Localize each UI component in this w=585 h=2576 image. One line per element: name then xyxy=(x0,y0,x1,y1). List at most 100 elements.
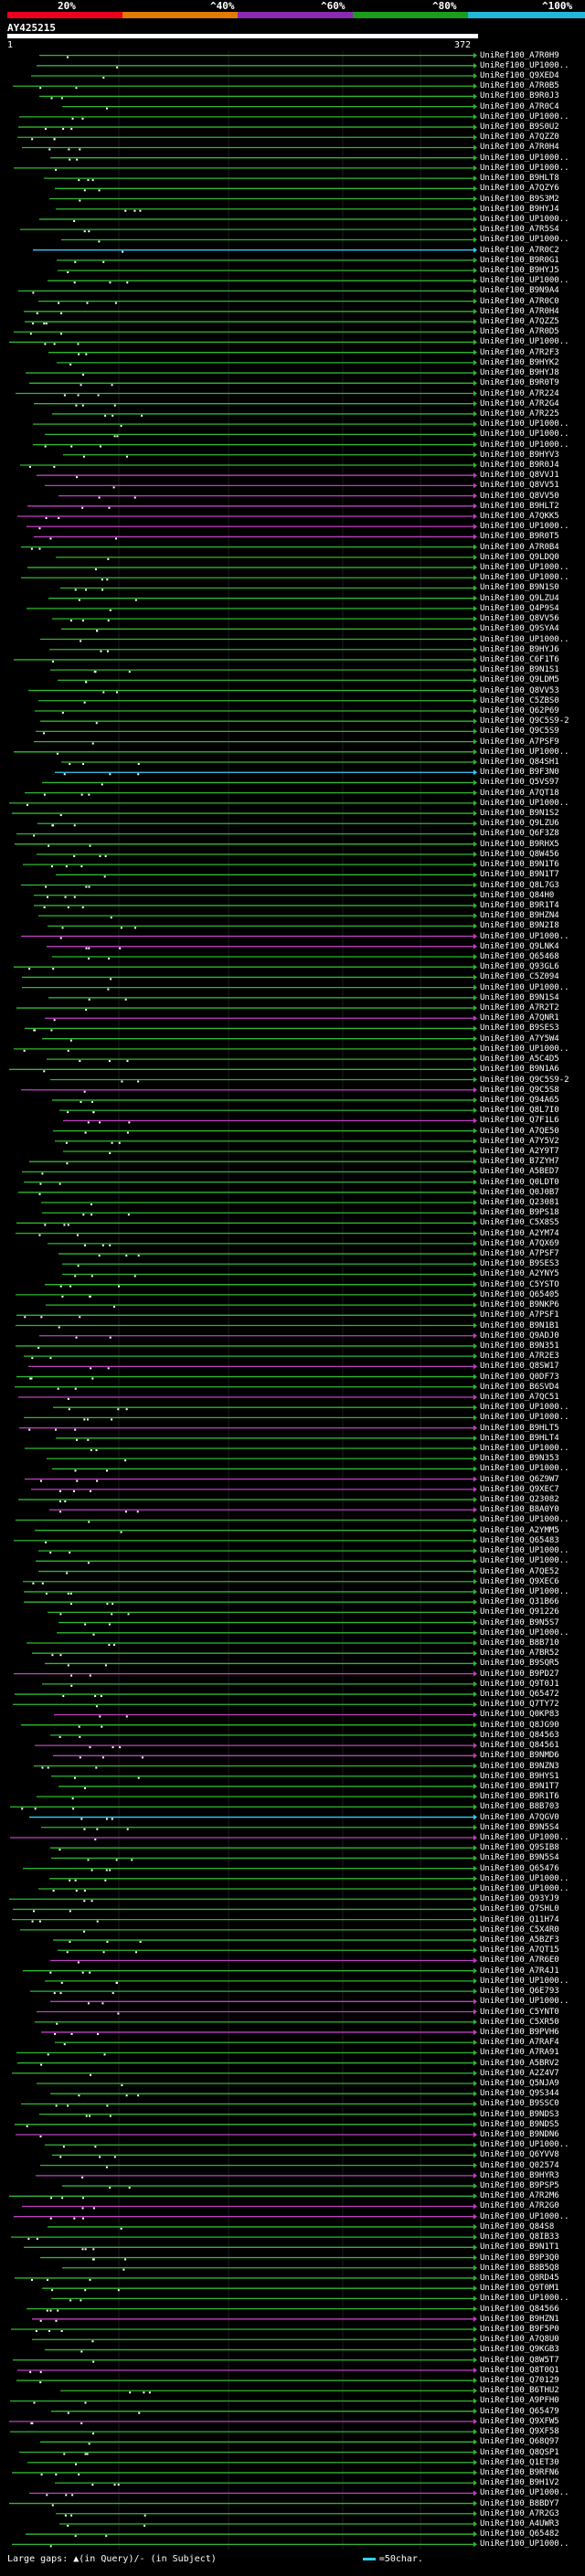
hit-label[interactable]: UniRef100_B9PVH6 xyxy=(480,2027,559,2037)
hit-label[interactable]: UniRef100_A7Y5W4 xyxy=(480,1034,559,1044)
hit-label[interactable]: UniRef100_B9N1S0 xyxy=(480,583,559,593)
hit-label[interactable]: UniRef100_UP1000.. xyxy=(480,1873,569,1883)
hit-label[interactable]: UniRef100_B9N1T1 xyxy=(480,2242,559,2253)
hit-label[interactable]: UniRef100_A2YMM5 xyxy=(480,1525,559,1535)
hit-label[interactable]: UniRef100_A7R0H4 xyxy=(480,143,559,153)
hit-label[interactable]: UniRef100_C5XR50 xyxy=(480,2017,559,2027)
hit-label[interactable]: UniRef100_B9HYR3 xyxy=(480,2170,559,2180)
hit-label[interactable]: UniRef100_Q7F1L6 xyxy=(480,1116,559,1126)
hit-label[interactable]: UniRef100_Q9ADJ0 xyxy=(480,1330,559,1341)
hit-label[interactable]: UniRef100_A2YNY5 xyxy=(480,1269,559,1279)
hit-label[interactable]: UniRef100_B9N1T6 xyxy=(480,860,559,870)
hit-label[interactable]: UniRef100_UP1000.. xyxy=(480,522,569,532)
hit-label[interactable]: UniRef100_Q9T0M1 xyxy=(480,2284,559,2294)
hit-label[interactable]: UniRef100_B9N5S7 xyxy=(480,1617,559,1627)
hit-label[interactable]: UniRef100_Q8QSP1 xyxy=(480,2447,559,2457)
hit-label[interactable]: UniRef100_Q9LZU4 xyxy=(480,593,559,603)
hit-label[interactable]: UniRef100_A7R0C0 xyxy=(480,296,559,306)
hit-label[interactable]: UniRef100_Q9S344 xyxy=(480,2089,559,2099)
hit-label[interactable]: UniRef100_A7R0H9 xyxy=(480,50,559,60)
hit-label[interactable]: UniRef100_A5BRV2 xyxy=(480,2058,559,2068)
hit-label[interactable]: UniRef100_B9P3Q0 xyxy=(480,2253,559,2263)
hit-label[interactable]: UniRef100_B9S3M2 xyxy=(480,194,559,204)
hit-label[interactable]: UniRef100_A7R0B5 xyxy=(480,81,559,91)
hit-label[interactable]: UniRef100_A7PSF1 xyxy=(480,1310,559,1320)
hit-label[interactable]: UniRef100_A7R0B4 xyxy=(480,542,559,552)
hit-label[interactable]: UniRef100_Q84561 xyxy=(480,1741,559,1751)
hit-label[interactable]: UniRef100_A5BED7 xyxy=(480,1167,559,1177)
hit-label[interactable]: UniRef100_A7R2G3 xyxy=(480,2508,559,2518)
hit-label[interactable]: UniRef100_Q23082 xyxy=(480,1495,559,1505)
hit-label[interactable]: UniRef100_C5X8S5 xyxy=(480,1218,559,1228)
hit-label[interactable]: UniRef100_Q0J0B7 xyxy=(480,1187,559,1197)
hit-label[interactable]: UniRef100_B9R1T4 xyxy=(480,900,559,910)
hit-label[interactable]: UniRef100_UP1000.. xyxy=(480,1044,569,1054)
hit-label[interactable]: UniRef100_B9RHX5 xyxy=(480,839,559,849)
hit-label[interactable]: UniRef100_A7QKK5 xyxy=(480,512,559,521)
hit-label[interactable]: UniRef100_Q9SYA4 xyxy=(480,624,559,634)
hit-label[interactable]: UniRef100_B9HLT2 xyxy=(480,501,559,511)
hit-label[interactable]: UniRef100_UP1000.. xyxy=(480,563,569,573)
hit-label[interactable]: UniRef100_B8BDY7 xyxy=(480,2498,559,2508)
hit-label[interactable]: UniRef100_A7QT18 xyxy=(480,788,559,798)
hit-label[interactable]: UniRef100_Q23081 xyxy=(480,1198,559,1207)
hit-label[interactable]: UniRef100_A7Q8U0 xyxy=(480,2335,559,2345)
hit-label[interactable]: UniRef100_A7BR52 xyxy=(480,1648,559,1659)
hit-label[interactable]: UniRef100_Q7SHL0 xyxy=(480,1904,559,1914)
hit-label[interactable]: UniRef100_Q9C5S9-2 xyxy=(480,1075,569,1085)
hit-label[interactable]: UniRef100_Q9KGB3 xyxy=(480,2345,559,2355)
hit-label[interactable]: UniRef100_B9F3N0 xyxy=(480,768,559,778)
hit-label[interactable]: UniRef100_C6F1T6 xyxy=(480,654,559,664)
hit-label[interactable]: UniRef100_B8A0Y0 xyxy=(480,1505,559,1515)
hit-label[interactable]: UniRef100_Q9XEC6 xyxy=(480,1576,559,1586)
hit-label[interactable]: UniRef100_B9N5S4 xyxy=(480,1853,559,1863)
hit-label[interactable]: UniRef100_B8B703 xyxy=(480,1802,559,1812)
hit-label[interactable]: UniRef100_Q9C5S8 xyxy=(480,1085,559,1095)
hit-label[interactable]: UniRef100_Q9XF58 xyxy=(480,2427,559,2437)
hit-label[interactable]: UniRef100_UP1000.. xyxy=(480,573,569,583)
hit-label[interactable]: UniRef100_UP1000.. xyxy=(480,634,569,644)
hit-label[interactable]: UniRef100_Q02574 xyxy=(480,2160,559,2170)
hit-label[interactable]: UniRef100_B9PD27 xyxy=(480,1669,559,1679)
hit-label[interactable]: UniRef100_B9PSP5 xyxy=(480,2181,559,2191)
hit-label[interactable]: UniRef100_UP1000.. xyxy=(480,419,569,429)
hit-label[interactable]: UniRef100_A7R6E0 xyxy=(480,1956,559,1966)
hit-label[interactable]: UniRef100_Q9LDM5 xyxy=(480,675,559,685)
hit-label[interactable]: UniRef100_B9N1T7 xyxy=(480,870,559,880)
hit-label[interactable]: UniRef100_UP1000.. xyxy=(480,111,569,122)
hit-label[interactable]: UniRef100_B9N1A6 xyxy=(480,1065,559,1075)
hit-label[interactable]: UniRef100_A4UWR3 xyxy=(480,2518,559,2528)
hit-label[interactable]: UniRef100_UP1000.. xyxy=(480,429,569,440)
hit-label[interactable]: UniRef100_Q8W456 xyxy=(480,849,559,859)
hit-label[interactable]: UniRef100_Q6YVV8 xyxy=(480,2150,559,2160)
hit-label[interactable]: UniRef100_Q8VV51 xyxy=(480,481,559,491)
hit-label[interactable]: UniRef100_C5X4R0 xyxy=(480,1924,559,1935)
hit-label[interactable]: UniRef100_A7QZY6 xyxy=(480,184,559,194)
hit-label[interactable]: UniRef100_UP1000.. xyxy=(480,1976,569,1986)
hit-label[interactable]: UniRef100_Q65472 xyxy=(480,1690,559,1700)
hit-label[interactable]: UniRef100_A7R2G4 xyxy=(480,398,559,408)
hit-label[interactable]: UniRef100_Q9C5S9 xyxy=(480,726,559,737)
hit-label[interactable]: UniRef100_A7R0C4 xyxy=(480,101,559,111)
hit-label[interactable]: UniRef100_Q94A65 xyxy=(480,1095,559,1105)
hit-label[interactable]: UniRef100_B9F5P0 xyxy=(480,2325,559,2334)
hit-label[interactable]: UniRef100_UP1000.. xyxy=(480,2294,569,2304)
hit-label[interactable]: UniRef100_UP1000.. xyxy=(480,440,569,450)
hit-label[interactable]: UniRef100_B9N351 xyxy=(480,1341,559,1351)
hit-label[interactable]: UniRef100_B9RFN6 xyxy=(480,2467,559,2477)
hit-label[interactable]: UniRef100_Q65483 xyxy=(480,1535,559,1545)
hit-label[interactable]: UniRef100_B9NDS3 xyxy=(480,2109,559,2119)
hit-label[interactable]: UniRef100_Q6E793 xyxy=(480,1987,559,1997)
hit-label[interactable]: UniRef100_B9HLT8 xyxy=(480,174,559,184)
hit-label[interactable]: UniRef100_Q8VVJ1 xyxy=(480,471,559,481)
hit-label[interactable]: UniRef100_UP1000.. xyxy=(480,1403,569,1413)
hit-label[interactable]: UniRef100_A7QT15 xyxy=(480,1945,559,1956)
hit-label[interactable]: UniRef100_A7R4J1 xyxy=(480,1966,559,1976)
hit-label[interactable]: UniRef100_B9NDN6 xyxy=(480,2130,559,2140)
hit-label[interactable]: UniRef100_B9N2I8 xyxy=(480,921,559,931)
hit-label[interactable]: UniRef100_Q6F3Z8 xyxy=(480,829,559,839)
hit-label[interactable]: UniRef100_B9R0J3 xyxy=(480,91,559,101)
hit-label[interactable]: UniRef100_B9S0U2 xyxy=(480,122,559,133)
hit-label[interactable]: UniRef100_Q31B66 xyxy=(480,1597,559,1607)
hit-label[interactable]: UniRef100_B8B5Q8 xyxy=(480,2263,559,2273)
